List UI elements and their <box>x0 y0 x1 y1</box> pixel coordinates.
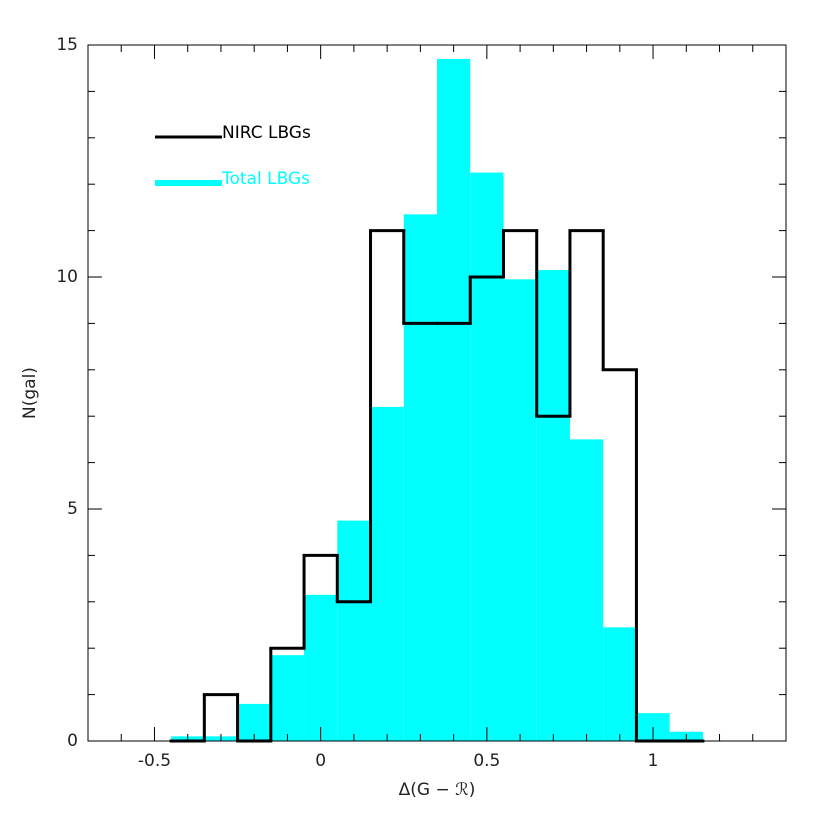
y-tick-label: 5 <box>67 499 78 519</box>
hist-bar <box>270 655 305 741</box>
y-tick-label: 0 <box>67 731 78 751</box>
y-axis-label: N(gal) <box>20 367 40 419</box>
legend-label: NIRC LBGs <box>222 123 311 143</box>
y-tick-label: 15 <box>56 35 78 55</box>
hist-bar <box>503 279 537 741</box>
hist-bar <box>370 406 404 741</box>
hist-bar <box>536 270 570 741</box>
x-tick-label: -0.5 <box>138 751 171 771</box>
hist-bar <box>470 172 504 742</box>
hist-bar <box>437 58 471 742</box>
hist-bar <box>403 214 437 742</box>
x-tick-label: 0 <box>315 751 326 771</box>
y-tick-label: 10 <box>56 267 78 287</box>
legend-label: Total LBGs <box>221 169 310 189</box>
hist-bar <box>569 439 604 741</box>
hist-bar <box>337 520 371 741</box>
x-axis-label: Δ(G − ℛ) <box>399 780 476 800</box>
x-tick-label: 0.5 <box>473 751 500 771</box>
hist-bar <box>603 627 637 741</box>
x-tick-label: 1 <box>648 751 659 771</box>
hist-bar <box>304 594 338 741</box>
plot-frame <box>87 44 787 742</box>
